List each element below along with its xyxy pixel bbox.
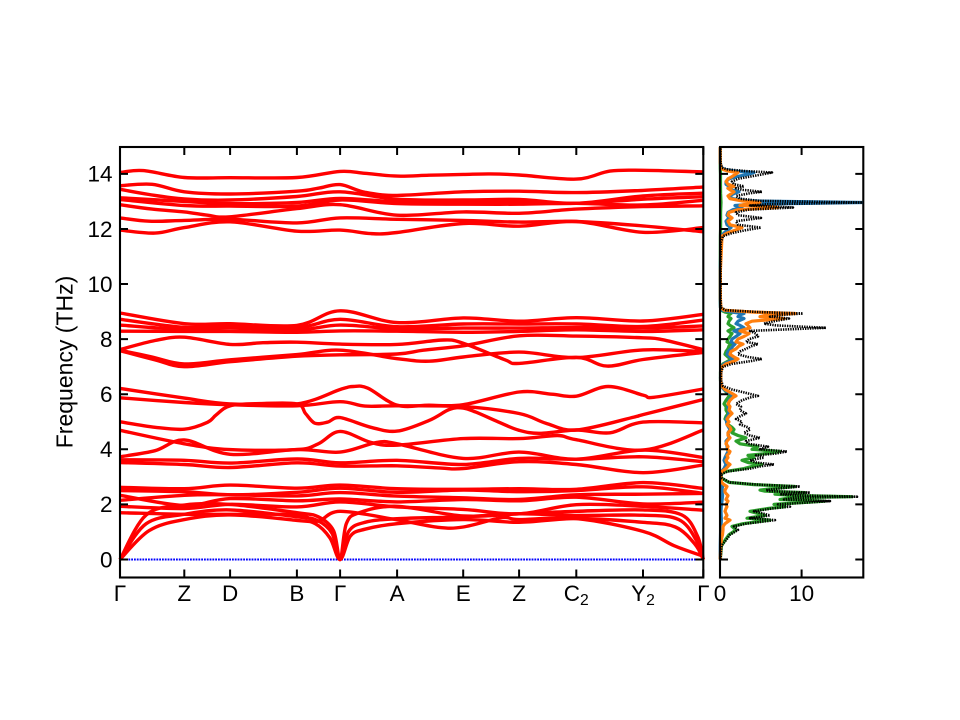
svg-text:A: A bbox=[390, 581, 405, 606]
svg-text:Z: Z bbox=[177, 581, 191, 606]
svg-text:12: 12 bbox=[87, 217, 112, 242]
svg-text:Γ: Γ bbox=[334, 581, 346, 606]
svg-text:6: 6 bbox=[100, 382, 113, 407]
svg-text:Γ: Γ bbox=[697, 581, 709, 606]
svg-text:Γ: Γ bbox=[114, 581, 126, 606]
svg-text:B: B bbox=[289, 581, 304, 606]
svg-text:D: D bbox=[222, 581, 238, 606]
svg-text:Frequency (THz): Frequency (THz) bbox=[52, 276, 78, 449]
svg-text:10: 10 bbox=[789, 581, 814, 606]
svg-text:Z: Z bbox=[512, 581, 526, 606]
svg-text:E: E bbox=[456, 581, 471, 606]
svg-text:10: 10 bbox=[87, 272, 112, 297]
svg-text:0: 0 bbox=[100, 547, 113, 572]
svg-text:8: 8 bbox=[100, 327, 113, 352]
svg-text:0: 0 bbox=[714, 581, 727, 606]
svg-text:14: 14 bbox=[87, 162, 112, 187]
svg-text:4: 4 bbox=[100, 437, 113, 462]
svg-text:2: 2 bbox=[100, 492, 113, 517]
